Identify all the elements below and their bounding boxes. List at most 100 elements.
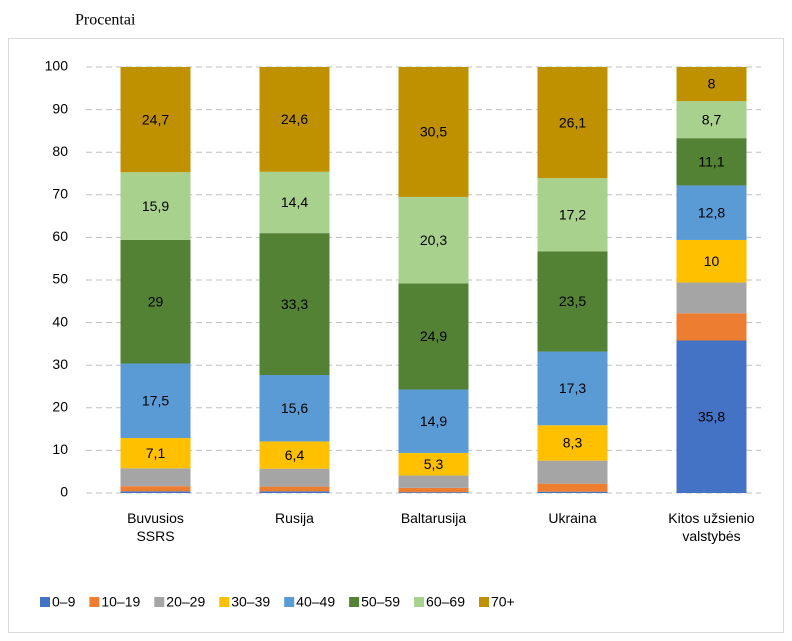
x-tick-label: Baltarusija: [400, 510, 467, 526]
x-tick-label: Ukraina: [548, 510, 597, 526]
legend-label: 20–29: [166, 594, 205, 610]
legend-swatch: [349, 597, 360, 607]
bar-segment: [537, 178, 608, 252]
bar-segment: [537, 483, 608, 492]
data-label: 10: [704, 253, 720, 269]
bar-segment: [537, 491, 608, 493]
y-tick-label: 40: [52, 313, 68, 329]
x-tick-label: Buvusios SSRS: [127, 510, 184, 544]
legend-label: 30–39: [231, 594, 270, 610]
data-label: 5,3: [424, 456, 444, 472]
legend-swatch: [40, 597, 50, 607]
bar-segment: [676, 239, 747, 283]
chart-title: Procentai: [75, 12, 136, 29]
legend-swatch: [219, 597, 230, 607]
bar-segment: [259, 468, 330, 487]
data-label: 14,9: [420, 413, 447, 429]
bar-segment: [259, 67, 330, 172]
bar-segment: [676, 282, 747, 314]
bar-segment: [259, 486, 330, 492]
y-tick-label: 30: [52, 356, 68, 372]
data-label: 17,3: [559, 380, 586, 396]
x-tick-label: Kitos užsienio valstybės: [668, 510, 755, 544]
data-label: 6,4: [285, 447, 305, 463]
bar-segment: [120, 468, 191, 487]
y-tick-label: 0: [60, 484, 68, 500]
y-tick-label: 80: [52, 143, 68, 159]
y-tick-label: 90: [52, 100, 68, 116]
bar-segment: [120, 438, 191, 469]
bar-segment: [259, 491, 330, 493]
bar-segment: [537, 351, 608, 426]
bar-segment: [398, 283, 469, 390]
data-label: 8: [708, 76, 716, 92]
legend-label: 40–49: [296, 594, 335, 610]
legend-label: 10–19: [101, 594, 140, 610]
legend-swatch: [89, 597, 100, 607]
data-label: 24,7: [142, 111, 169, 127]
data-label: 17,5: [142, 392, 169, 408]
bar-segment: [120, 491, 191, 493]
bar-segment: [120, 486, 191, 492]
y-tick-label: 50: [52, 271, 68, 287]
bar-segment: [676, 101, 747, 139]
data-label: 14,4: [281, 194, 308, 210]
y-tick-label: 60: [52, 228, 68, 244]
bar-segment: [398, 196, 469, 284]
data-label: 8,7: [702, 111, 722, 127]
bar-segment: [676, 138, 747, 186]
bar-segment: [537, 251, 608, 352]
data-label: 8,3: [563, 435, 583, 451]
bar-segment: [676, 340, 747, 493]
bar-segment: [259, 441, 330, 469]
bar-segment: [259, 171, 330, 234]
data-label: 33,3: [281, 296, 308, 312]
bar-segment: [537, 425, 608, 461]
data-label: 35,8: [698, 408, 725, 424]
bar-segment: [398, 389, 469, 453]
bar-segment: [537, 67, 608, 179]
bar-segment: [120, 172, 191, 240]
bar-segment: [537, 460, 608, 484]
y-tick-label: 70: [52, 186, 68, 202]
data-label: 15,9: [142, 198, 169, 214]
legend-label: 0–9: [52, 594, 76, 610]
y-tick-label: 10: [52, 441, 68, 457]
chart-border: [8, 38, 784, 633]
data-label: 29: [148, 293, 164, 309]
data-label: 24,6: [281, 111, 308, 127]
data-label: 26,1: [559, 114, 586, 130]
legend-label: 70+: [491, 594, 515, 610]
legend-label: 60–69: [426, 594, 465, 610]
bar-segment: [398, 475, 469, 488]
bar-segment: [398, 492, 469, 493]
bar-segment: [120, 67, 191, 173]
data-label: 7,1: [146, 445, 166, 461]
x-tick-label: Rusija: [275, 510, 314, 526]
bar-segment: [676, 185, 747, 240]
bar-segment: [676, 313, 747, 341]
data-label: 11,1: [698, 153, 724, 169]
data-label: 30,5: [420, 124, 447, 140]
bar-segment: [398, 487, 469, 493]
data-label: 24,9: [420, 328, 447, 344]
data-label: 20,3: [420, 232, 447, 248]
bar-segment: [398, 67, 469, 197]
legend-swatch: [154, 597, 165, 607]
legend-swatch: [284, 597, 295, 607]
bar-segment: [676, 67, 747, 102]
bar-segment: [120, 363, 191, 439]
data-label: 15,6: [281, 400, 308, 416]
y-tick-label: 20: [52, 399, 68, 415]
bar-segment: [120, 239, 191, 364]
legend-label: 50–59: [361, 594, 400, 610]
legend-swatch: [414, 597, 425, 607]
bar-segment: [259, 374, 330, 442]
legend-swatch: [478, 597, 489, 607]
data-label: 17,2: [559, 207, 586, 223]
bar-segment: [398, 452, 469, 476]
data-label: 23,5: [559, 293, 586, 309]
data-label: 12,8: [698, 204, 725, 220]
